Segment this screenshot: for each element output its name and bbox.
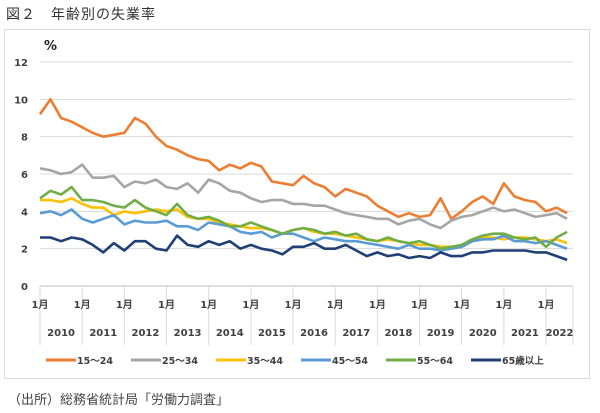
year-label: 2020 <box>469 328 497 339</box>
x-tick-label: 1月 <box>369 299 386 311</box>
series-line-65歳以上 <box>40 234 568 262</box>
year-label: 2013 <box>174 328 202 339</box>
x-tick-label: 1月 <box>285 299 302 311</box>
x-tick-label: 1月 <box>495 299 512 311</box>
legend-label: 35～44 <box>247 356 283 367</box>
series-line-45～54 <box>39 208 568 252</box>
series-line-55～64 <box>39 185 568 250</box>
legend-label: 25～34 <box>162 356 198 367</box>
figure-title: 図２ 年齢別の失業率 <box>6 7 156 23</box>
y-tick-label: 10 <box>14 95 28 106</box>
year-label: 2017 <box>342 328 370 339</box>
y-tick-label: 0 <box>21 282 28 293</box>
year-label: 2010 <box>47 328 75 339</box>
series-line-25～34 <box>39 163 568 230</box>
x-tick-label: 1月 <box>200 299 217 311</box>
year-label: 2015 <box>258 328 286 339</box>
y-tick-label: 2 <box>21 245 28 256</box>
year-label: 2018 <box>385 328 413 339</box>
x-tick-label: 1月 <box>242 299 259 311</box>
x-tick-label: 1月 <box>453 299 470 311</box>
year-label: 2011 <box>89 328 117 339</box>
y-tick-label: 8 <box>21 133 28 144</box>
x-tick-label: 1月 <box>116 299 133 311</box>
year-label: 2019 <box>427 328 455 339</box>
legend-label: 15～24 <box>77 356 113 367</box>
legend-label: 45～54 <box>332 356 368 367</box>
year-label: 2021 <box>511 328 539 339</box>
year-label: 2014 <box>216 328 244 339</box>
x-tick-label: 1月 <box>74 299 91 311</box>
y-axis-unit-label: % <box>44 39 57 54</box>
x-tick-label: 1月 <box>327 299 344 311</box>
x-tick-label: 1月 <box>158 299 175 311</box>
year-label: 2022 <box>546 328 574 339</box>
year-label: 2016 <box>300 328 328 339</box>
year-label: 2012 <box>132 328 160 339</box>
y-tick-label: 6 <box>21 170 28 181</box>
chart-frame <box>4 29 590 379</box>
source-note: （出所）総務省統計局「労働力調査」 <box>8 393 230 408</box>
x-tick-label: 1月 <box>411 299 428 311</box>
legend-label: 55～64 <box>417 356 453 367</box>
x-tick-label: 1月 <box>32 299 49 311</box>
series-line-15～24 <box>38 98 568 221</box>
y-tick-label: 4 <box>21 207 28 218</box>
legend-label: 65歳以上 <box>502 355 544 367</box>
y-tick-label: 12 <box>14 58 28 69</box>
x-tick-label: 1月 <box>538 299 555 311</box>
